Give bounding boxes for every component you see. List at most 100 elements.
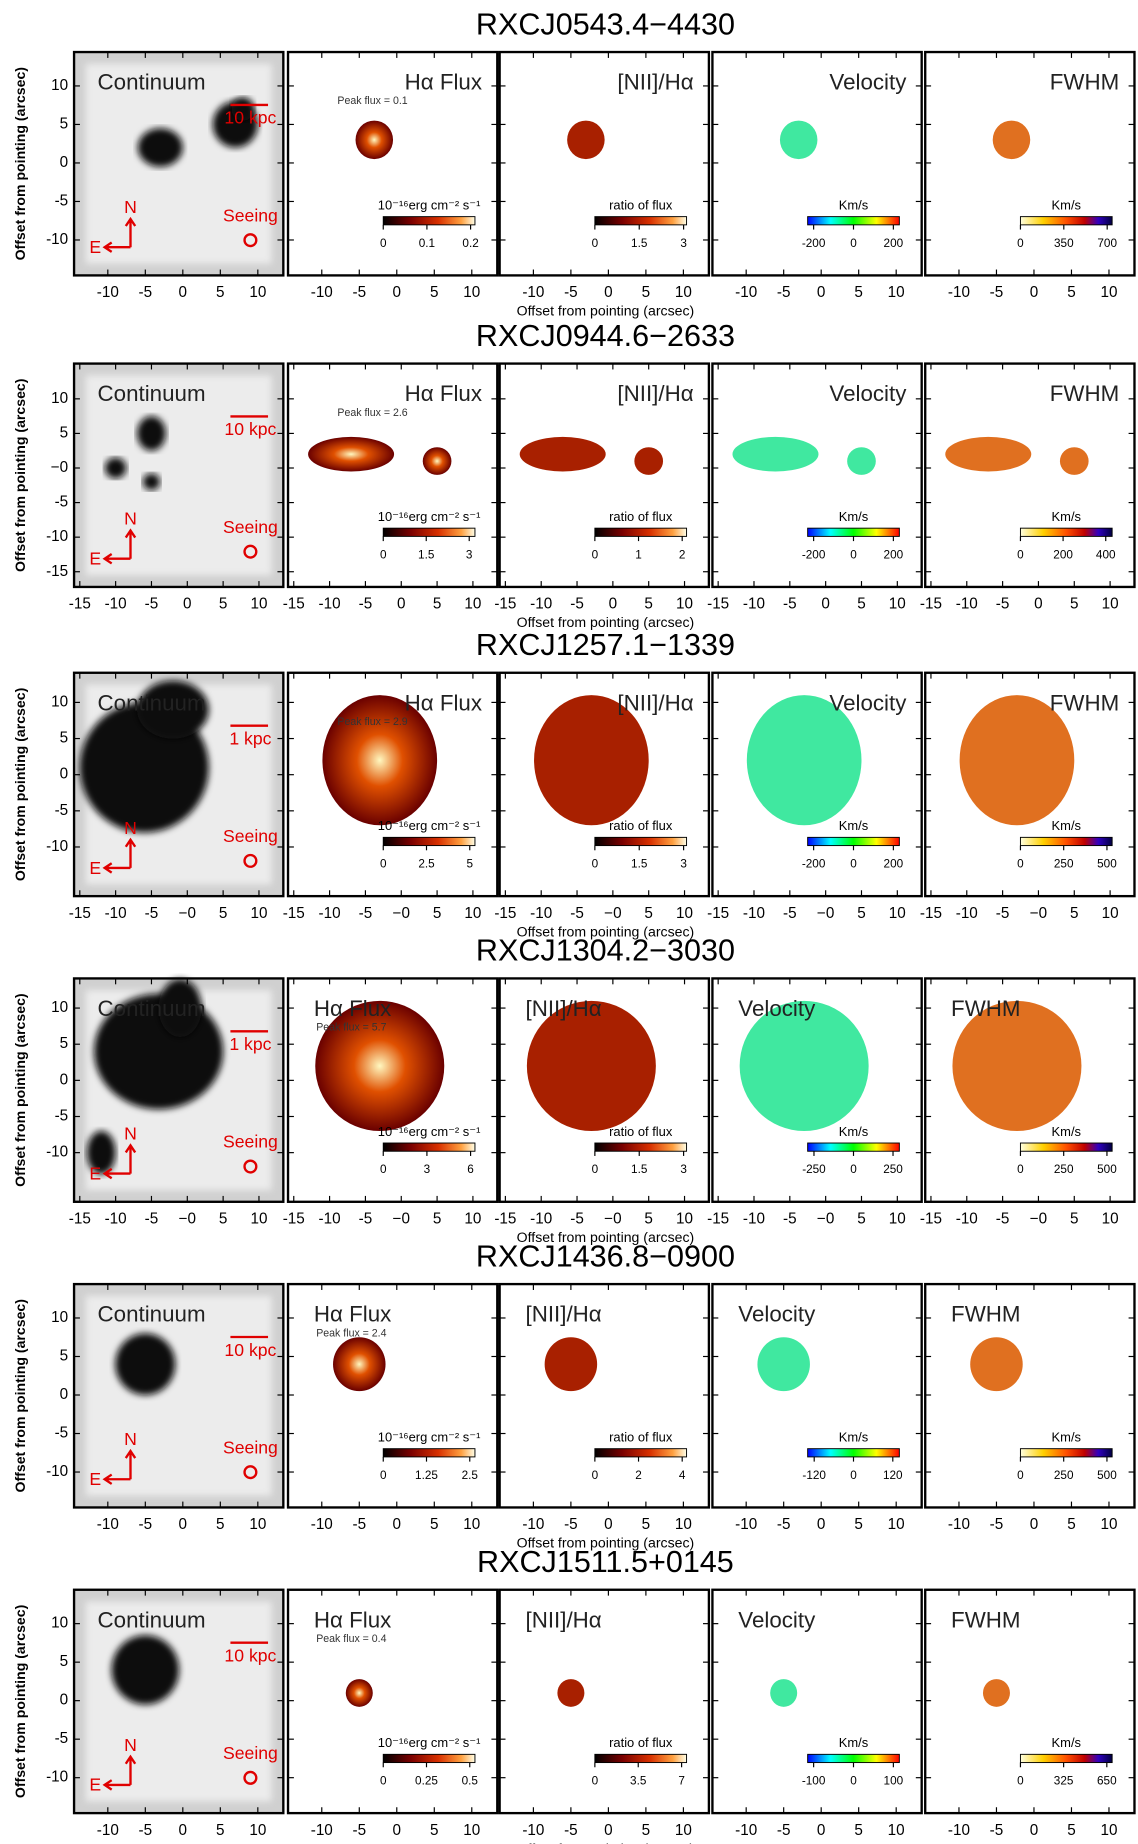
compass	[102, 837, 137, 874]
x-tick-label: −0	[393, 1210, 410, 1227]
x-tick-label: 0	[397, 596, 405, 613]
panel-label: [NII]/Hα	[526, 996, 602, 1021]
x-tick-label: -15	[283, 905, 305, 922]
y-tick-label: -10	[46, 528, 68, 545]
continuum-field	[85, 63, 272, 264]
continuum-field	[85, 1295, 272, 1496]
colorbar-tick-label: 0	[1017, 1163, 1024, 1176]
colorbar-tick-label: 1.5	[631, 1163, 648, 1176]
x-tick-label: -5	[139, 1516, 153, 1533]
seeing-circle	[243, 544, 258, 559]
panel-frame	[711, 1282, 923, 1509]
continuum-source	[115, 1333, 176, 1396]
y-tick-label: 5	[60, 1653, 69, 1670]
x-tick-label: -15	[920, 1210, 942, 1227]
emission-region	[739, 1000, 869, 1131]
panel-label: [NII]/Hα	[617, 381, 693, 406]
x-tick-label: 5	[433, 905, 442, 922]
emission-region	[322, 695, 438, 826]
x-axis-label: Offset from pointing (arcsec)	[517, 614, 695, 630]
colorbar-tick-label: 0	[1017, 858, 1024, 871]
panel-label: Hα Flux	[314, 1302, 391, 1327]
colorbar-tick-label: 350	[1054, 237, 1074, 250]
continuum-source	[137, 128, 183, 167]
panel-frame	[711, 50, 923, 277]
colorbar-tick-label: 0	[592, 237, 599, 250]
emission-region	[308, 436, 395, 472]
x-tick-label: 5	[1070, 1210, 1079, 1227]
colorbar-label: 10⁻¹⁶erg cm⁻² s⁻¹	[378, 1124, 481, 1139]
emission-region	[732, 436, 819, 472]
colorbar	[807, 1753, 900, 1764]
x-tick-label: -10	[311, 1516, 333, 1533]
colorbar-label: 10⁻¹⁶erg cm⁻² s⁻¹	[378, 818, 481, 833]
seeing-circle	[243, 1465, 258, 1480]
x-tick-label: 0	[604, 1822, 613, 1839]
colorbar	[594, 836, 688, 847]
y-tick-label: 5	[60, 1035, 69, 1052]
y-axis-label: Offset from pointing (arcsec)	[12, 688, 28, 881]
x-tick-label: -5	[570, 1210, 584, 1227]
x-tick-label: −0	[604, 1210, 621, 1227]
emission-region	[746, 695, 862, 826]
colorbar	[382, 1448, 476, 1458]
colorbar-label: 10⁻¹⁶erg cm⁻² s⁻¹	[378, 1430, 481, 1445]
compass-north: N	[124, 1735, 137, 1755]
x-tick-label: -5	[359, 1210, 373, 1227]
colorbar-tick-label: 0.1	[419, 237, 435, 250]
colorbar-tick-label: 500	[1097, 1163, 1117, 1176]
colorbar	[382, 836, 476, 847]
colorbar-tick-label: 0	[592, 548, 599, 561]
colorbar-label: Km/s	[1052, 509, 1081, 524]
x-tick-label: 10	[1100, 1516, 1117, 1533]
emission-region	[567, 120, 605, 160]
colorbar	[594, 1448, 688, 1458]
y-tick-label: 0	[60, 1692, 69, 1709]
compass-east: E	[89, 1775, 101, 1795]
x-tick-label: -15	[920, 596, 942, 613]
x-tick-label: -10	[956, 596, 978, 613]
y-axis-label: Offset from pointing (arcsec)	[12, 1605, 28, 1798]
colorbar	[594, 216, 688, 226]
panel-label: Velocity	[738, 1302, 816, 1327]
colorbar-tick-label: 0	[850, 1163, 857, 1176]
y-tick-label: 0	[60, 1386, 69, 1403]
colorbar-tick-label: 2	[679, 548, 686, 561]
emission-region	[557, 1679, 585, 1707]
compass-east: E	[89, 1469, 101, 1489]
colorbar-tick-label: 6	[467, 1163, 474, 1176]
y-tick-label: 10	[51, 693, 68, 710]
colorbar-label: Km/s	[1052, 1430, 1081, 1445]
x-tick-label: -10	[319, 1210, 341, 1227]
x-tick-label: 5	[1070, 596, 1079, 613]
x-tick-label: -10	[522, 1516, 544, 1533]
x-axis-label: Offset from pointing (arcsec)	[517, 1229, 695, 1245]
x-tick-label: -10	[735, 284, 757, 301]
compass	[102, 1143, 137, 1180]
colorbar-tick-label: 3	[680, 858, 687, 871]
x-tick-label: -15	[707, 596, 729, 613]
x-tick-label: 5	[642, 284, 651, 301]
x-tick-label: -10	[311, 284, 333, 301]
colorbar-label: Km/s	[839, 1124, 868, 1139]
y-tick-label: 10	[51, 77, 68, 94]
colorbar-label: ratio of flux	[609, 1430, 673, 1445]
x-tick-label: 0	[821, 596, 830, 613]
x-tick-label: -5	[352, 1516, 366, 1533]
peak-flux: Peak flux = 0.1	[337, 95, 407, 107]
x-tick-label: 5	[642, 1822, 651, 1839]
x-tick-label: -5	[777, 1822, 791, 1839]
x-tick-label: 10	[464, 596, 481, 613]
colorbar	[1019, 836, 1113, 847]
x-tick-label: 10	[676, 1210, 693, 1227]
colorbar-tick-label: 250	[1054, 858, 1074, 871]
x-tick-label: 10	[250, 905, 267, 922]
x-tick-label: 10	[888, 284, 905, 301]
compass	[102, 528, 137, 565]
panel-label: Velocity	[738, 996, 816, 1021]
x-tick-label: -10	[105, 1210, 127, 1227]
panel-frame	[72, 671, 285, 898]
x-tick-label: -10	[97, 1822, 119, 1839]
x-tick-label: 0	[609, 596, 618, 613]
colorbar-label: Km/s	[839, 197, 868, 212]
